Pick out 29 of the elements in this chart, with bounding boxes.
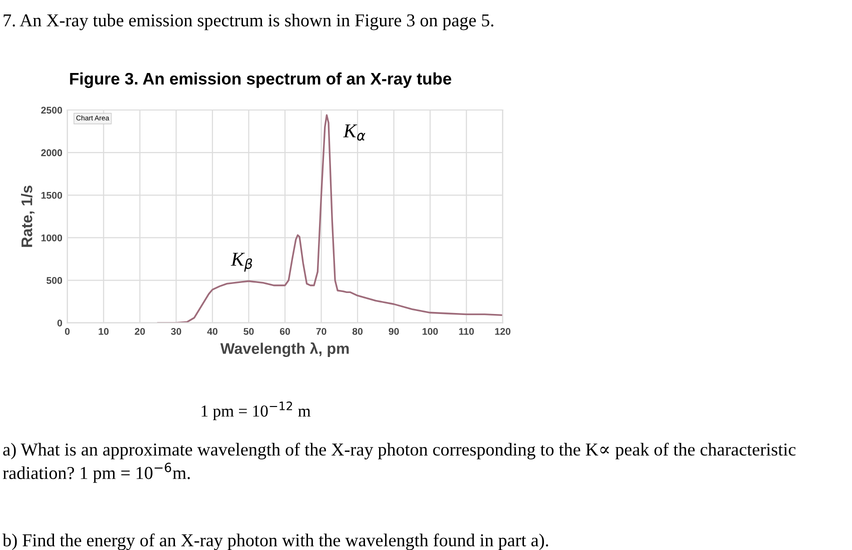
y-tick-label: 0: [57, 320, 62, 326]
text: 1 pm = 10$^{−12}$ m: [202, 402, 311, 420]
y-tick-label: 1000: [41, 234, 62, 242]
x-tick-label: 80: [352, 328, 363, 335]
y-tick-label: 2000: [41, 149, 62, 156]
text: b) Find the energy of an X-ray photon with the wavelength found in part a).: [2, 534, 548, 550]
x-tick-label: 120: [495, 328, 510, 335]
x-tick-label: 110: [459, 328, 474, 335]
x-tick-label: 60: [280, 328, 290, 335]
y-axis-title: Rate, 1/s: [21, 186, 34, 247]
x-tick-label: 90: [388, 328, 399, 335]
y-tick-label: 1500: [41, 192, 62, 199]
x-tick-label: 0: [64, 328, 70, 335]
x-tick-label: 70: [316, 328, 326, 335]
text: a) What is an approximate wavelength of the X-ray photon corresponding to the K∝ peak of the characteristic radiation? 1 pm = 10$^{−6}$m.: [2, 442, 796, 483]
y-tick-label: 2500: [41, 106, 62, 114]
annotation: K$_{β}$: [230, 252, 252, 272]
annotation: K$_{α}$: [343, 124, 366, 141]
chart-title: Figure 3. An emission spectrum of an X-ray tube: [70, 72, 452, 88]
x-tick-label: 100: [422, 328, 438, 335]
x-tick-label: 10: [98, 328, 109, 335]
x-axis-title: Wavelength λ, pm: [220, 342, 349, 358]
line-series: [157, 114, 503, 323]
y-tick-label: 500: [46, 277, 62, 284]
x-tick-label: 50: [244, 328, 254, 335]
x-tick-label: 30: [170, 328, 182, 335]
x-tick-label: 40: [207, 328, 218, 335]
x-tick-label: 20: [134, 328, 145, 335]
text: 7. An X-ray tube emission spectrum is shown in Figure 3 on page 5.: [4, 14, 494, 30]
